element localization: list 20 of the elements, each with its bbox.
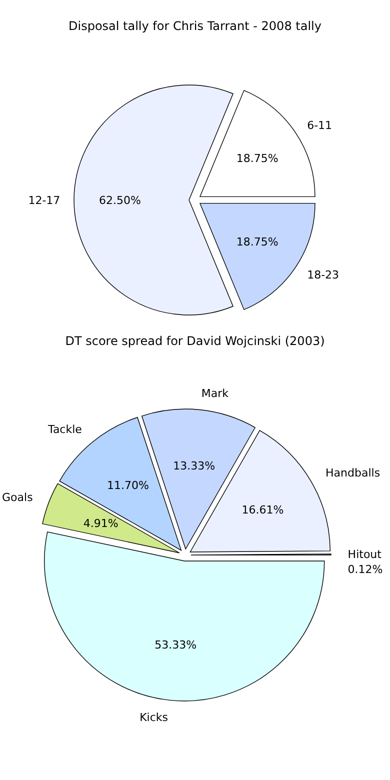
slice-label: Mark [201, 386, 230, 400]
data-label: 18.75% [236, 152, 278, 166]
slice-label: Handballs [326, 466, 380, 480]
data-label: 18.75% [236, 236, 278, 249]
slice-label: 6-11 [307, 118, 332, 132]
data-label: 53.33% [154, 638, 197, 652]
slice-label: 18-23 [307, 268, 340, 282]
data-label: 16.61% [242, 503, 284, 516]
chart-title: DT score spread for David Wojcinski (2003) [65, 334, 325, 348]
slice-label: Goals [2, 490, 34, 504]
data-label: 11.70% [107, 479, 149, 492]
data-label: 0.12% [348, 563, 383, 576]
data-label: 13.33% [173, 459, 216, 472]
slice-label: Kicks [140, 710, 168, 724]
chart-title: Disposal tally for Chris Tarrant - 2008 tally [68, 19, 322, 33]
slice-label: Hitout [348, 548, 382, 562]
data-label: 62.50% [99, 194, 141, 207]
slice-label: Tackle [47, 422, 82, 436]
data-label: 4.91% [83, 516, 118, 530]
slice-label: 12-17 [28, 194, 60, 207]
